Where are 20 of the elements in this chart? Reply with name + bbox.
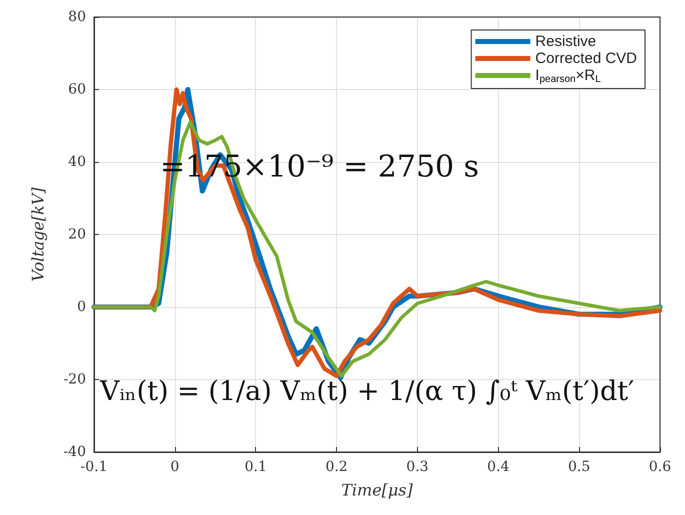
y-tick-label: 60 <box>68 82 86 98</box>
y-tick-label: 80 <box>68 9 86 25</box>
y-tick-label: -20 <box>63 372 86 388</box>
annotation: Vᵢₙ(t) = (1/a) Vₘ(t) + 1/(α τ) ∫₀ᵗ Vₘ(t′)dt′ <box>99 376 634 407</box>
x-tick-label: 0.3 <box>406 459 429 475</box>
x-tick-label: 0.5 <box>568 459 590 475</box>
x-tick-label: -0.1 <box>80 459 108 475</box>
x-tick-label: 0.1 <box>244 459 267 475</box>
y-tick-label: 40 <box>68 154 86 170</box>
legend-label: Resistive <box>535 33 596 50</box>
x-tick-label: 0.6 <box>648 459 672 475</box>
y-tick-label: -40 <box>63 444 86 460</box>
y-tick-label: 0 <box>77 299 86 315</box>
legend-label: Corrected CVD <box>535 50 638 67</box>
y-axis-title: Voltage[kV] <box>28 186 48 282</box>
x-axis-title: Time[μs] <box>341 480 414 500</box>
x-tick-label: 0 <box>170 459 180 475</box>
x-tick-label: 0.2 <box>325 459 348 475</box>
x-tick-label: 0.4 <box>487 459 510 475</box>
y-tick-label: 20 <box>68 226 86 242</box>
